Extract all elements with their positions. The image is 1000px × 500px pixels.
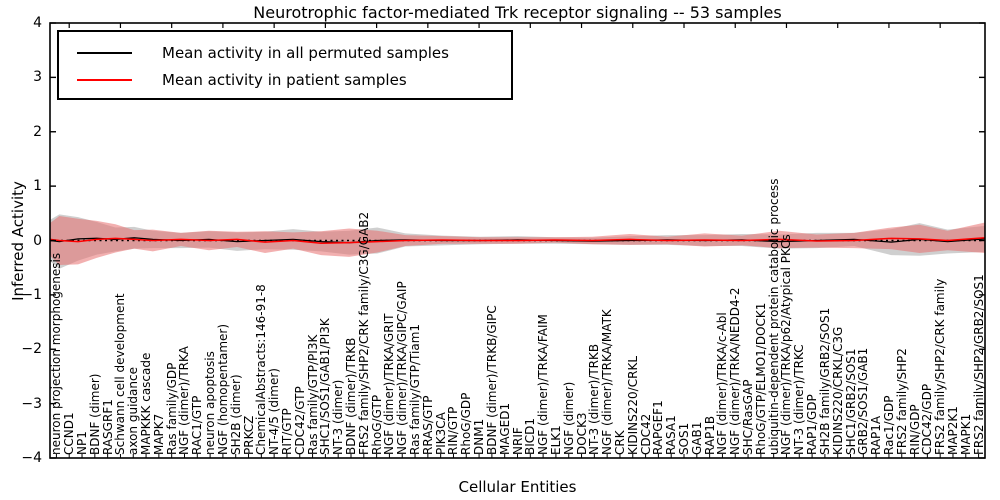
x-tick-label: BDNF (dimer)/TRKB/GIPC (484, 305, 499, 455)
x-tick-label: FRS2 family/SHP2/GRB2/SOS1 (971, 274, 986, 455)
x-tick-label: FRS2 family/SHP2/CRK family/C3G/GAB2 (356, 211, 371, 455)
x-tick-label: CDC42/GTP (292, 386, 307, 455)
permuted-line-swatch (77, 51, 132, 54)
x-tick-label: KIDINS220/CRKL/C3G (830, 326, 845, 455)
legend-label-permuted: Mean activity in all permuted samples (162, 43, 449, 62)
x-tick-label: MAGED1 (497, 402, 512, 455)
x-tick-label: MAPK1 (958, 413, 973, 455)
y-tick-label: −3 (21, 395, 42, 412)
x-tick-label: ELK1 (548, 425, 563, 455)
y-tick-label: 4 (33, 15, 42, 31)
legend-row-permuted: Mean activity in all permuted samples (59, 39, 511, 66)
x-tick-label: RRAS/GTP (420, 395, 435, 456)
patient-mean-line (49, 237, 986, 244)
y-tick-label: −4 (21, 450, 42, 466)
x-tick-label: MAPK7 (151, 413, 166, 455)
patient-line-swatch (77, 78, 132, 81)
y-tick-label: 1 (33, 178, 42, 195)
x-tick-label: Rac1/GDP (881, 395, 896, 455)
y-tick-label: 2 (33, 123, 42, 140)
chart-title: Neurotrophic factor-mediated Trk recepto… (253, 3, 782, 22)
y-tick-label: −1 (21, 286, 42, 303)
x-tick-label: CRK (612, 430, 627, 455)
x-tick-label: KIDINS220/CRKL (625, 356, 640, 455)
legend-row-patient: Mean activity in patient samples (59, 66, 511, 93)
x-tick-label: SH2B family/GRB2/SOS1 (817, 307, 832, 455)
x-tick-label: RIT/GTP (279, 408, 294, 455)
x-tick-label: SH2B (dimer) (228, 374, 243, 455)
x-tick-label: FRS2 family/SHP2 (894, 348, 909, 455)
legend: Mean activity in all permuted samples Me… (57, 30, 513, 100)
x-tick-label: RhoG/GTP/ELMO1/DOCK1 (753, 302, 768, 455)
x-axis-label: Cellular Entities (458, 478, 577, 496)
x-tick-label: NGF (dimer) (561, 381, 576, 455)
legend-label-patient: Mean activity in patient samples (162, 70, 407, 89)
y-tick-label: 3 (33, 69, 42, 86)
x-tick-label: GAB1 (689, 421, 704, 455)
x-tick-label: BDNF (dimer) (87, 373, 102, 456)
y-tick-label: 0 (33, 232, 42, 249)
x-tick-label: NGF (homopentamer) (215, 323, 230, 455)
y-tick-label: −2 (21, 341, 42, 358)
